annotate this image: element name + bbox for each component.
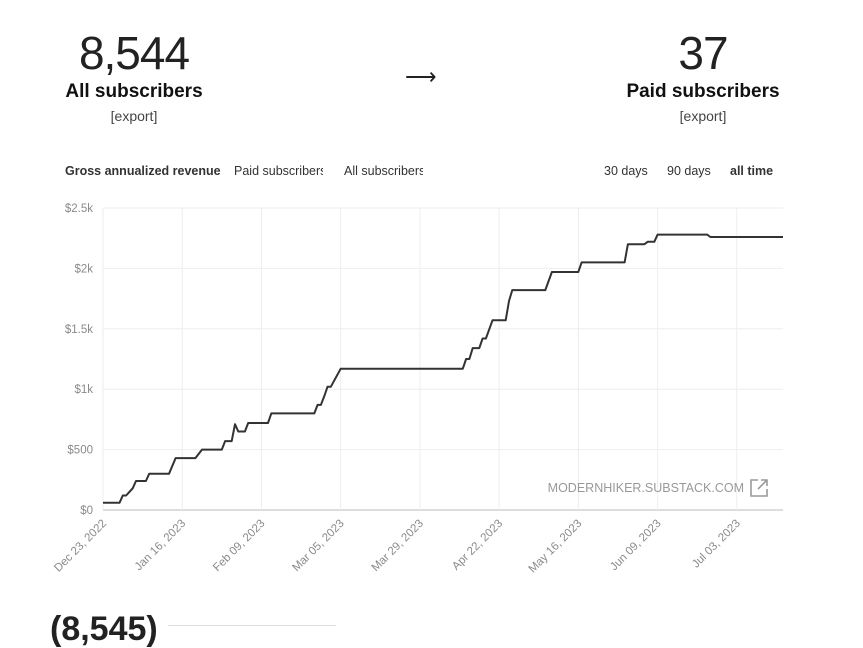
tab-paid-subscribers[interactable]: Paid subscribers — [234, 164, 323, 178]
x-axis: Dec 23, 2022 Jan 16, 2023 Feb 09, 2023 Mar … — [52, 518, 743, 576]
arrow-right-icon: ⟶ — [405, 64, 437, 89]
x-tick-label: Dec 23, 2022 — [52, 518, 109, 575]
subscriber-count-heading: (8,545) — [50, 610, 158, 648]
tab-gross-annualized-revenue[interactable]: Gross annualized revenue — [65, 164, 221, 178]
y-tick-label: $2.5k — [65, 203, 93, 215]
x-tick-label: Apr 22, 2023 — [450, 518, 505, 573]
export-all-subscribers-link[interactable]: [export] — [110, 108, 158, 124]
y-axis: $0 $500 $1k $1.5k $2k $2.5k — [65, 203, 93, 517]
x-tick-label: Jun 09, 2023 — [608, 518, 664, 574]
paid-subscribers-stat: 37 Paid subscribers [export] — [603, 28, 803, 124]
y-tick-label: $1.5k — [65, 324, 93, 336]
all-subscribers-label: All subscribers — [65, 81, 203, 102]
x-tick-label: Jul 03, 2023 — [690, 518, 743, 571]
chart-grid — [102, 207, 783, 511]
paid-subscribers-label: Paid subscribers — [626, 81, 780, 102]
y-tick-label: $0 — [80, 505, 93, 517]
x-tick-label: Jan 16, 2023 — [133, 518, 189, 574]
paid-subscribers-count: 37 — [678, 27, 728, 79]
all-subscribers-stat: 8,544 All subscribers [export] — [34, 28, 234, 124]
export-paid-subscribers-link[interactable]: [export] — [679, 108, 727, 124]
x-tick-label: Mar 29, 2023 — [370, 518, 426, 574]
y-tick-label: $500 — [67, 445, 93, 457]
x-tick-label: Mar 05, 2023 — [290, 518, 346, 574]
revenue-series-line — [103, 233, 783, 504]
external-link-icon[interactable] — [750, 479, 768, 497]
y-tick-label: $1k — [74, 384, 93, 396]
tab-90-days[interactable]: 90 days — [667, 164, 711, 178]
y-tick-label: $2k — [74, 263, 93, 275]
revenue-line-chart: $0 $500 $1k $1.5k $2k $2.5k Dec 23, 2022 Jan 1… — [52, 203, 783, 576]
substack-watermark[interactable]: MODERNHIKER.SUBSTACK.COM — [548, 481, 744, 495]
x-tick-label: Feb 09, 2023 — [211, 518, 267, 574]
tab-all-time[interactable]: all time — [730, 164, 774, 178]
tab-all-subscribers[interactable]: All subscribers — [344, 164, 423, 178]
all-subscribers-count: 8,544 — [78, 27, 190, 79]
x-tick-label: May 16, 2023 — [527, 518, 585, 576]
tab-30-days[interactable]: 30 days — [604, 164, 648, 178]
